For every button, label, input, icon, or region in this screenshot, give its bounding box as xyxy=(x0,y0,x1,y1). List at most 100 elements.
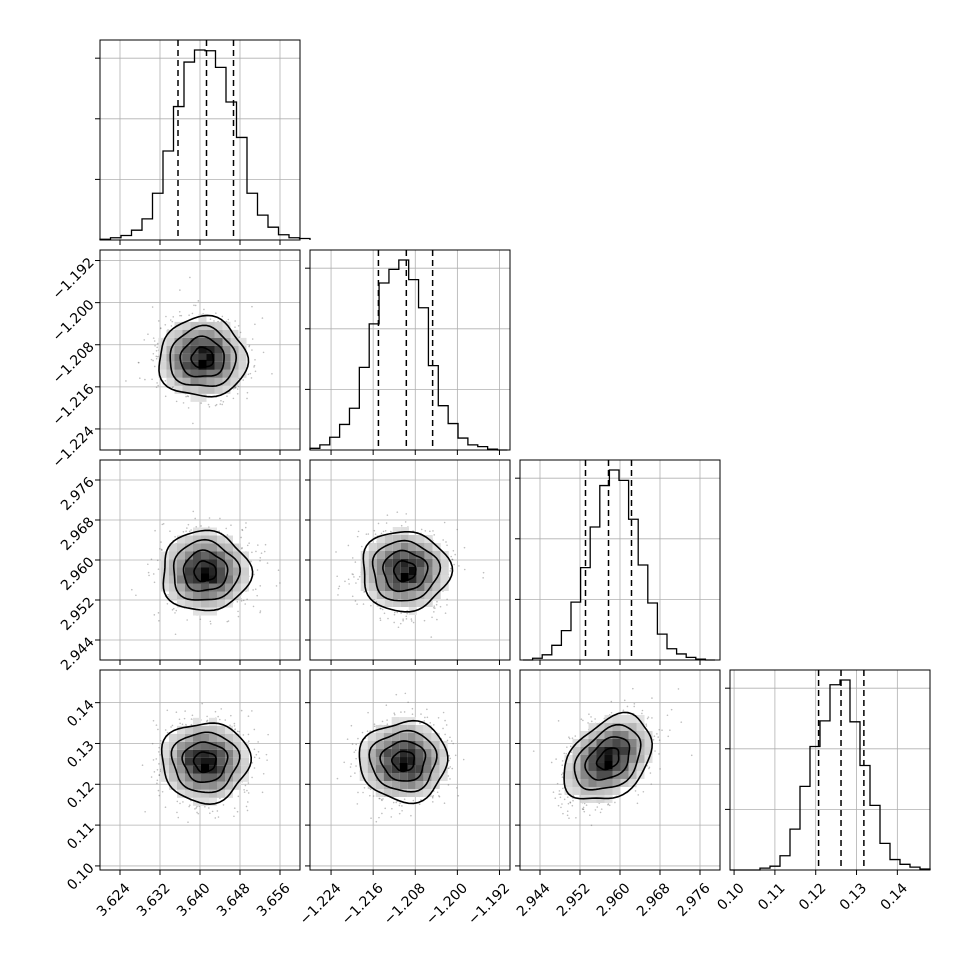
density-cell xyxy=(415,741,424,750)
sample-point xyxy=(208,517,211,519)
sample-point xyxy=(155,350,158,352)
sample-point xyxy=(608,804,611,807)
sample-point xyxy=(247,715,250,717)
sample-point xyxy=(174,612,176,614)
density-cell xyxy=(415,765,424,774)
sample-point xyxy=(264,543,267,546)
sample-point xyxy=(189,804,191,806)
density-cell xyxy=(174,353,183,362)
sample-point xyxy=(238,730,241,733)
sample-point xyxy=(174,535,176,538)
density-cell xyxy=(384,543,393,551)
sample-point xyxy=(444,719,446,722)
sample-point xyxy=(251,762,254,764)
sample-point xyxy=(154,344,156,347)
y-tick-label: −1.208 xyxy=(50,339,98,387)
density-cell xyxy=(416,591,425,599)
density-cell xyxy=(596,770,605,779)
sample-point xyxy=(393,611,396,614)
sample-point xyxy=(261,791,264,794)
sample-point xyxy=(559,796,562,799)
density-cell xyxy=(400,583,409,591)
density-cell xyxy=(222,337,231,346)
sample-point xyxy=(442,727,444,730)
contour-line xyxy=(160,722,253,806)
sample-point xyxy=(157,789,160,792)
sample-point xyxy=(677,688,680,690)
density-cell xyxy=(177,543,185,552)
density-cell xyxy=(367,773,376,782)
sample-point xyxy=(633,705,636,708)
density-cell xyxy=(423,765,432,774)
density-cell xyxy=(169,551,177,560)
density-cell xyxy=(201,733,209,742)
sample-point xyxy=(449,778,451,780)
sample-point xyxy=(658,728,661,731)
sample-point xyxy=(352,573,354,576)
density-cell xyxy=(185,591,193,600)
density-cell xyxy=(198,337,207,346)
sample-point xyxy=(159,327,162,330)
sample-point xyxy=(410,814,412,817)
density-cell xyxy=(423,733,432,742)
sample-point xyxy=(449,570,452,572)
sample-point xyxy=(594,809,597,811)
density-cell xyxy=(423,757,432,766)
sample-point xyxy=(379,607,382,610)
density-cell xyxy=(572,746,581,755)
density-cell xyxy=(225,559,233,568)
sample-point xyxy=(561,760,564,762)
sample-point xyxy=(385,704,388,707)
sample-point xyxy=(354,600,357,602)
density-cell xyxy=(392,583,401,591)
sample-point xyxy=(557,804,560,807)
density-cell xyxy=(431,773,440,782)
sample-point xyxy=(237,324,240,327)
density-cell xyxy=(198,345,207,354)
sample-point xyxy=(171,320,174,323)
density-cell xyxy=(432,559,441,567)
histogram-step-line xyxy=(730,679,931,871)
sample-point xyxy=(412,621,415,624)
sample-point xyxy=(402,618,404,620)
density-cell xyxy=(193,757,201,766)
density-cell xyxy=(424,567,433,575)
sample-point xyxy=(227,318,230,321)
scatter-panel-1-3: −1.224−1.216−1.208−1.200−1.192 xyxy=(297,669,513,928)
density-cell xyxy=(177,757,185,766)
sample-point xyxy=(456,787,458,789)
sample-point xyxy=(165,315,167,318)
density-cell xyxy=(161,773,169,782)
sample-point xyxy=(227,620,230,622)
sample-point xyxy=(363,591,365,593)
sample-point xyxy=(382,798,384,800)
density-cell xyxy=(190,385,199,394)
density-cell xyxy=(169,567,177,576)
sample-point xyxy=(380,607,382,610)
sample-point xyxy=(201,702,204,705)
sample-point xyxy=(650,783,653,785)
y-tick-label: 0.13 xyxy=(64,738,97,771)
density-cell xyxy=(383,757,392,766)
sample-point xyxy=(234,728,236,731)
y-tick-label: −1.224 xyxy=(50,423,98,471)
sample-point xyxy=(361,731,364,734)
sample-point xyxy=(432,530,434,532)
density-cell xyxy=(399,757,408,766)
density-cell xyxy=(383,725,392,734)
sample-point xyxy=(632,687,634,690)
density-cell xyxy=(588,754,597,763)
sample-point xyxy=(158,763,160,765)
density-cell xyxy=(217,757,225,766)
sample-point xyxy=(222,804,225,806)
density-cell xyxy=(241,773,249,782)
sample-point xyxy=(144,378,146,381)
density-cell xyxy=(201,591,209,600)
sample-point xyxy=(645,723,648,725)
sample-point xyxy=(246,391,249,394)
sample-point xyxy=(565,752,567,755)
density-cell xyxy=(439,765,448,774)
sample-point xyxy=(152,352,155,355)
density-cell xyxy=(408,535,417,543)
density-cell xyxy=(628,714,637,723)
